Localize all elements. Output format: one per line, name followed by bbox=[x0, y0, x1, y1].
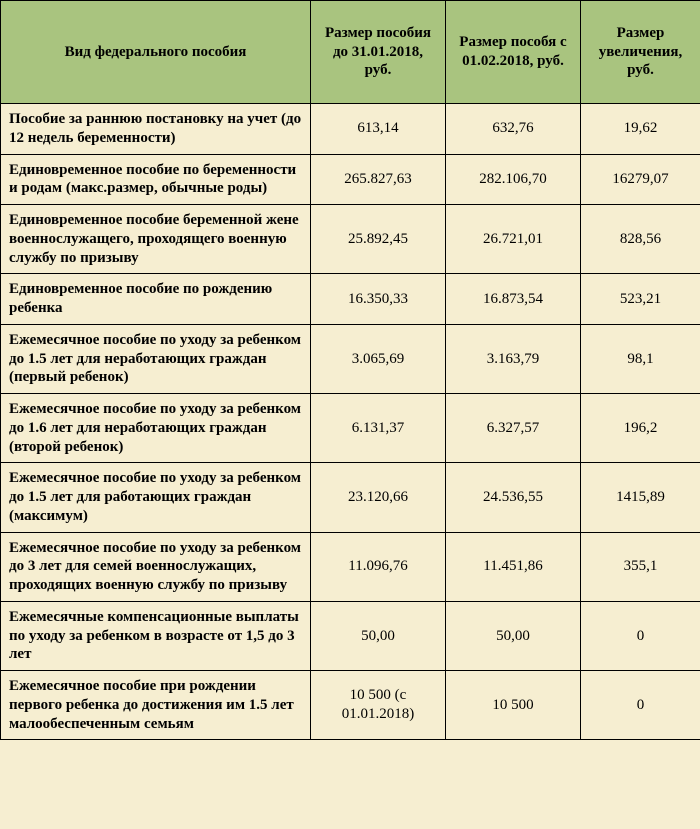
amount-before-cell: 3.065,69 bbox=[311, 324, 446, 393]
benefit-type-cell: Ежемесячное пособие по уходу за ребенком… bbox=[1, 463, 311, 532]
increase-cell: 0 bbox=[581, 601, 700, 670]
table-row: Ежемесячное пособие по уходу за ребенком… bbox=[1, 324, 700, 393]
col-header-before: Размер пособия до 31.01.2018, руб. bbox=[311, 1, 446, 104]
table-row: Единовременное пособие беременной жене в… bbox=[1, 205, 700, 274]
table-row: Ежемесячные компенсационные выплаты по у… bbox=[1, 601, 700, 670]
amount-after-cell: 26.721,01 bbox=[446, 205, 581, 274]
increase-cell: 1415,89 bbox=[581, 463, 700, 532]
table-row: Ежемесячное пособие по уходу за ребенком… bbox=[1, 394, 700, 463]
amount-before-cell: 6.131,37 bbox=[311, 394, 446, 463]
table-row: Ежемесячное пособие при рождении первого… bbox=[1, 671, 700, 740]
col-header-type: Вид федерального пособия bbox=[1, 1, 311, 104]
table-row: Единовременное пособие по беременности и… bbox=[1, 154, 700, 205]
amount-before-cell: 265.827,63 bbox=[311, 154, 446, 205]
amount-after-cell: 24.536,55 bbox=[446, 463, 581, 532]
increase-cell: 355,1 bbox=[581, 532, 700, 601]
amount-before-cell: 613,14 bbox=[311, 104, 446, 155]
benefit-type-cell: Ежемесячные компенсационные выплаты по у… bbox=[1, 601, 311, 670]
table-header-row: Вид федерального пособия Размер пособия … bbox=[1, 1, 700, 104]
amount-after-cell: 632,76 bbox=[446, 104, 581, 155]
benefit-type-cell: Единовременное пособие по беременности и… bbox=[1, 154, 311, 205]
amount-before-cell: 10 500 (с 01.01.2018) bbox=[311, 671, 446, 740]
increase-cell: 0 bbox=[581, 671, 700, 740]
benefit-type-cell: Ежемесячное пособие при рождении первого… bbox=[1, 671, 311, 740]
amount-before-cell: 50,00 bbox=[311, 601, 446, 670]
benefit-type-cell: Единовременное пособие беременной жене в… bbox=[1, 205, 311, 274]
table-row: Ежемесячное пособие по уходу за ребенком… bbox=[1, 463, 700, 532]
amount-after-cell: 10 500 bbox=[446, 671, 581, 740]
amount-after-cell: 16.873,54 bbox=[446, 274, 581, 325]
table-row: Ежемесячное пособие по уходу за ребенком… bbox=[1, 532, 700, 601]
amount-after-cell: 50,00 bbox=[446, 601, 581, 670]
amount-after-cell: 3.163,79 bbox=[446, 324, 581, 393]
amount-before-cell: 11.096,76 bbox=[311, 532, 446, 601]
increase-cell: 196,2 bbox=[581, 394, 700, 463]
col-header-increase: Размер увеличения, руб. bbox=[581, 1, 700, 104]
col-header-after: Размер пособя с 01.02.2018, руб. bbox=[446, 1, 581, 104]
amount-after-cell: 282.106,70 bbox=[446, 154, 581, 205]
increase-cell: 16279,07 bbox=[581, 154, 700, 205]
benefit-type-cell: Ежемесячное пособие по уходу за ребенком… bbox=[1, 324, 311, 393]
amount-before-cell: 25.892,45 bbox=[311, 205, 446, 274]
benefit-type-cell: Пособие за раннюю постановку на учет (до… bbox=[1, 104, 311, 155]
benefit-type-cell: Ежемесячное пособие по уходу за ребенком… bbox=[1, 394, 311, 463]
increase-cell: 828,56 bbox=[581, 205, 700, 274]
benefits-table: Вид федерального пособия Размер пособия … bbox=[0, 0, 700, 740]
table-row: Пособие за раннюю постановку на учет (до… bbox=[1, 104, 700, 155]
benefit-type-cell: Ежемесячное пособие по уходу за ребенком… bbox=[1, 532, 311, 601]
increase-cell: 19,62 bbox=[581, 104, 700, 155]
increase-cell: 98,1 bbox=[581, 324, 700, 393]
amount-before-cell: 23.120,66 bbox=[311, 463, 446, 532]
amount-before-cell: 16.350,33 bbox=[311, 274, 446, 325]
amount-after-cell: 6.327,57 bbox=[446, 394, 581, 463]
increase-cell: 523,21 bbox=[581, 274, 700, 325]
table-row: Единовременное пособие по рождению ребен… bbox=[1, 274, 700, 325]
benefit-type-cell: Единовременное пособие по рождению ребен… bbox=[1, 274, 311, 325]
table-body: Пособие за раннюю постановку на учет (до… bbox=[1, 104, 700, 740]
amount-after-cell: 11.451,86 bbox=[446, 532, 581, 601]
